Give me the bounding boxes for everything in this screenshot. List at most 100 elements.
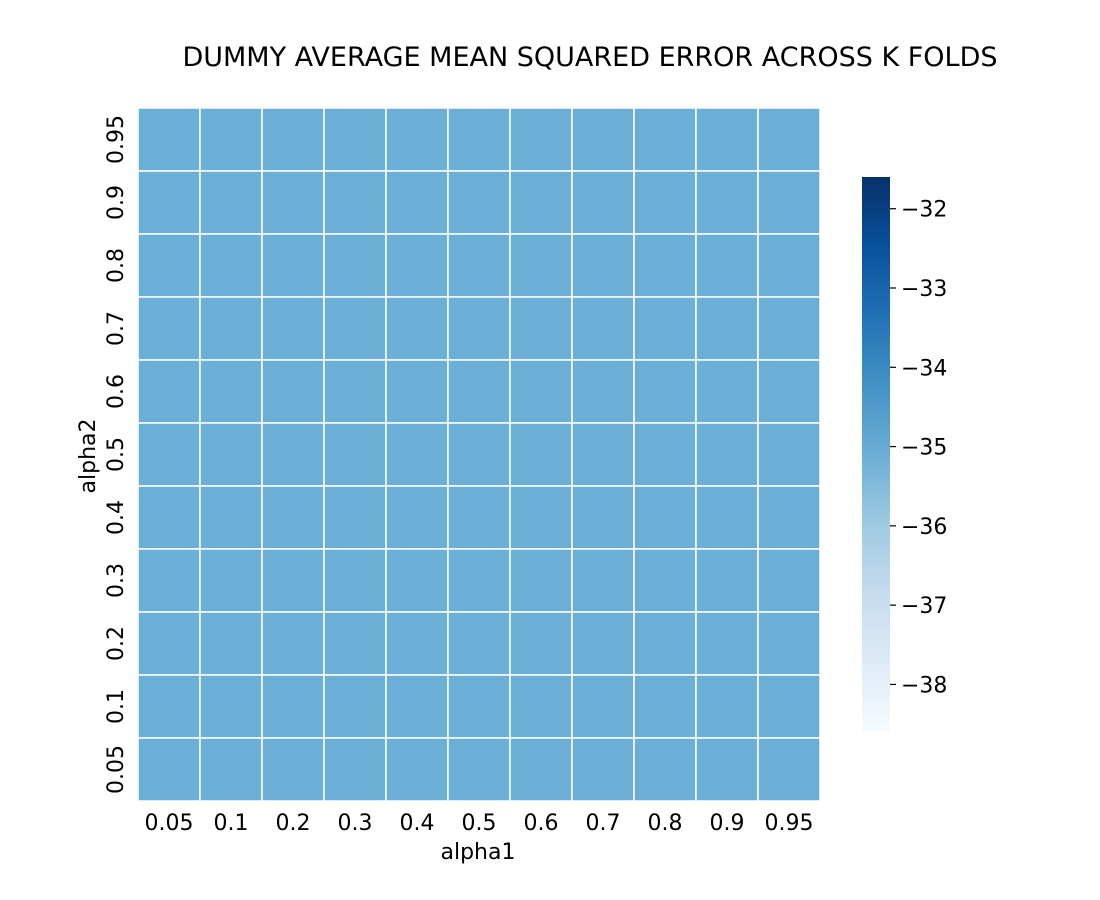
heatmap-cell	[385, 107, 449, 172]
x-tick-label: 0.2	[276, 811, 311, 836]
y-tick-label: 0.9	[104, 185, 129, 220]
heatmap-cell	[571, 548, 635, 613]
heatmap-cell	[199, 485, 263, 550]
heatmap-cell	[385, 296, 449, 361]
y-tick-labels: 0.95 0.9 0.8 0.7 0.6 0.5 0.4 0.3 0.2 0.1 0.05	[104, 115, 129, 794]
heatmap-cell	[447, 422, 511, 487]
heatmap-cell	[571, 422, 635, 487]
heatmap-cell	[633, 233, 697, 298]
heatmap-cell	[571, 296, 635, 361]
heatmap-cell	[323, 737, 387, 802]
y-tick-label: 0.8	[104, 248, 129, 283]
y-tick-label: 0.05	[104, 745, 129, 794]
heatmap-cell	[385, 422, 449, 487]
heatmap-cell	[261, 485, 325, 550]
colorbar-tick-label: −35	[901, 436, 947, 461]
y-tick-label: 0.2	[104, 626, 129, 661]
heatmap-cell	[261, 170, 325, 235]
x-tick-label: 0.6	[524, 811, 559, 836]
heatmap-cell	[757, 674, 821, 739]
heatmap-cell	[137, 548, 201, 613]
heatmap-cell	[137, 485, 201, 550]
heatmap-cell	[509, 674, 573, 739]
heatmap-cell	[323, 233, 387, 298]
heatmap-cell	[447, 107, 511, 172]
y-tick-label: 0.95	[104, 115, 129, 164]
heatmap-cell	[261, 296, 325, 361]
heatmap-cell	[323, 170, 387, 235]
heatmap-cell	[633, 422, 697, 487]
heatmap-cell	[385, 359, 449, 424]
y-tick-label: 0.5	[104, 437, 129, 472]
heatmap-cell	[571, 674, 635, 739]
heatmap-cell	[571, 737, 635, 802]
heatmap-cell	[509, 611, 573, 676]
heatmap-cell	[695, 296, 759, 361]
heatmap-cell	[261, 548, 325, 613]
heatmap-cell	[199, 737, 263, 802]
heatmap-cell	[757, 485, 821, 550]
heatmap-cell	[695, 485, 759, 550]
heatmap-cell	[695, 170, 759, 235]
heatmap-cell	[261, 422, 325, 487]
heatmap-cell	[447, 548, 511, 613]
heatmap-cell	[571, 611, 635, 676]
heatmap-cell	[447, 737, 511, 802]
heatmap-cell	[323, 296, 387, 361]
heatmap-cell	[633, 296, 697, 361]
heatmap-cell	[695, 611, 759, 676]
heatmap-cell	[633, 359, 697, 424]
heatmap-cell	[385, 737, 449, 802]
heatmap-cell	[199, 296, 263, 361]
colorbar-ticks: −32 −33 −34 −35 −36 −37 −38	[890, 198, 947, 698]
heatmap-cell	[757, 611, 821, 676]
heatmap-cell	[509, 296, 573, 361]
x-tick-label: 0.5	[462, 811, 497, 836]
heatmap-cell	[261, 674, 325, 739]
x-tick-label: 0.05	[145, 811, 194, 836]
heatmap-cell	[323, 548, 387, 613]
x-tick-label: 0.3	[338, 811, 373, 836]
heatmap-cell	[323, 359, 387, 424]
heatmap-cell	[509, 737, 573, 802]
heatmap-cell	[447, 485, 511, 550]
heatmap-cell	[261, 233, 325, 298]
heatmap-cell	[509, 485, 573, 550]
heatmap-cell	[323, 674, 387, 739]
heatmap-cell	[695, 422, 759, 487]
heatmap-cell	[323, 485, 387, 550]
heatmap-cell	[695, 233, 759, 298]
x-tick-label: 0.95	[765, 811, 814, 836]
heatmap-cell	[137, 737, 201, 802]
heatmap-cell	[199, 674, 263, 739]
y-tick-label: 0.3	[104, 563, 129, 598]
y-tick-label: 0.4	[104, 500, 129, 535]
y-tick-label: 0.1	[104, 689, 129, 724]
heatmap-cell	[509, 170, 573, 235]
heatmap-cell	[633, 737, 697, 802]
colorbar-tick-label: −34	[901, 356, 947, 381]
heatmap-cell	[695, 107, 759, 172]
heatmap-cell	[199, 548, 263, 613]
colorbar	[862, 177, 890, 732]
heatmap-cell	[261, 359, 325, 424]
heatmap-cell	[447, 296, 511, 361]
heatmap-cell	[757, 107, 821, 172]
heatmap-cell	[199, 107, 263, 172]
heatmap-cell	[757, 296, 821, 361]
heatmap-cell	[633, 674, 697, 739]
heatmap-cell	[757, 422, 821, 487]
heatmap-cell	[633, 548, 697, 613]
heatmap-cell	[199, 611, 263, 676]
heatmap-cell	[695, 674, 759, 739]
heatmap-cell	[137, 422, 201, 487]
x-tick-label: 0.7	[586, 811, 621, 836]
heatmap-cell	[137, 170, 201, 235]
heatmap-cell	[447, 674, 511, 739]
colorbar-tick-label: −33	[901, 277, 947, 302]
x-tick-label: 0.1	[214, 811, 249, 836]
heatmap-cell	[571, 170, 635, 235]
heatmap-cell	[137, 107, 201, 172]
heatmap-cell	[633, 107, 697, 172]
